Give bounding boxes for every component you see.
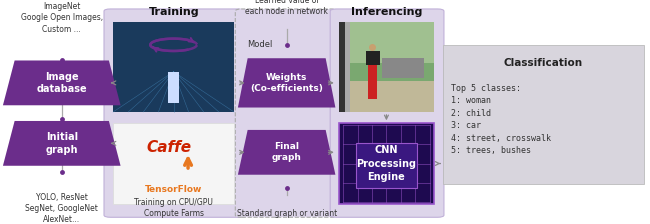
Text: YOLO, ResNet
SegNet, GoogleNet
AlexNet...: YOLO, ResNet SegNet, GoogleNet AlexNet..…	[25, 193, 98, 224]
FancyBboxPatch shape	[443, 45, 644, 184]
FancyBboxPatch shape	[356, 143, 417, 188]
FancyBboxPatch shape	[345, 22, 350, 112]
Text: Classification: Classification	[504, 58, 583, 68]
FancyBboxPatch shape	[339, 123, 434, 204]
Text: Final
graph: Final graph	[272, 142, 302, 162]
Polygon shape	[3, 60, 120, 105]
FancyBboxPatch shape	[339, 81, 434, 112]
Text: Weights
(Co-efficients): Weights (Co-efficients)	[250, 73, 323, 93]
FancyBboxPatch shape	[330, 9, 444, 217]
Polygon shape	[238, 130, 335, 175]
FancyBboxPatch shape	[235, 9, 338, 217]
FancyBboxPatch shape	[368, 63, 377, 99]
FancyBboxPatch shape	[339, 22, 434, 112]
Text: Initial
graph: Initial graph	[46, 132, 78, 155]
FancyBboxPatch shape	[382, 58, 424, 78]
FancyBboxPatch shape	[365, 51, 380, 65]
Text: TensorFlow: TensorFlow	[145, 185, 202, 194]
Text: Caffe: Caffe	[147, 140, 192, 155]
Text: Image
database: Image database	[36, 72, 87, 94]
Text: Model: Model	[247, 40, 272, 49]
FancyBboxPatch shape	[339, 22, 345, 112]
Text: Training: Training	[149, 7, 199, 17]
FancyBboxPatch shape	[339, 22, 434, 63]
Text: ImageNet
Google Open Images,
Custom ...: ImageNet Google Open Images, Custom ...	[21, 2, 103, 34]
Text: Inferencing: Inferencing	[352, 7, 422, 17]
Polygon shape	[238, 58, 335, 108]
Text: Standard graph or variant: Standard graph or variant	[237, 209, 337, 218]
FancyBboxPatch shape	[113, 22, 234, 112]
Text: CNN
Processing
Engine: CNN Processing Engine	[356, 145, 417, 182]
Text: Learned value of
each node in network: Learned value of each node in network	[245, 0, 328, 16]
FancyBboxPatch shape	[168, 72, 179, 103]
FancyBboxPatch shape	[104, 9, 244, 217]
FancyBboxPatch shape	[113, 123, 234, 204]
Text: Training on CPU/GPU
Compute Farms: Training on CPU/GPU Compute Farms	[135, 198, 213, 218]
Polygon shape	[3, 121, 120, 166]
Text: Top 5 classes:
1: woman
2: child
3: car
4: street, crosswalk
5: trees, bushes: Top 5 classes: 1: woman 2: child 3: car …	[451, 84, 551, 155]
